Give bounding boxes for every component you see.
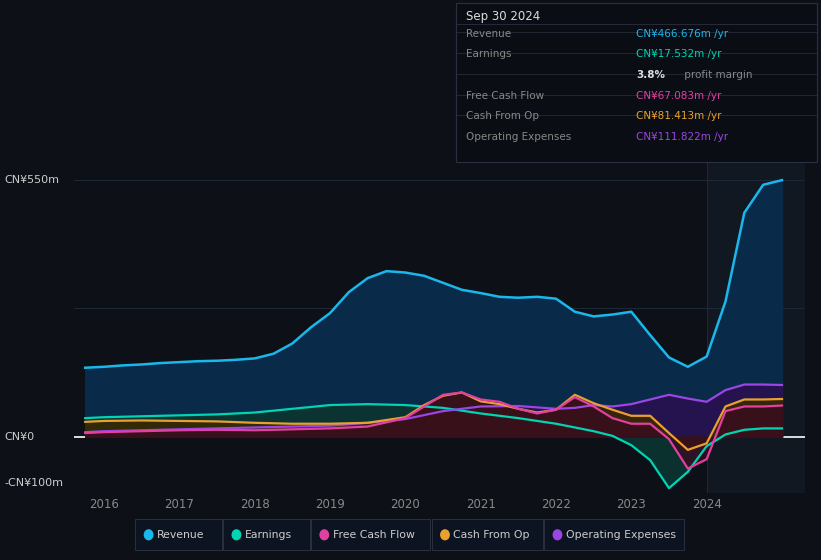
- Text: Free Cash Flow: Free Cash Flow: [333, 530, 415, 540]
- Text: Cash From Op: Cash From Op: [453, 530, 530, 540]
- Text: profit margin: profit margin: [681, 70, 753, 80]
- Text: Operating Expenses: Operating Expenses: [566, 530, 676, 540]
- Text: Cash From Op: Cash From Op: [466, 111, 539, 122]
- Text: CN¥17.532m /yr: CN¥17.532m /yr: [636, 49, 722, 59]
- Text: Revenue: Revenue: [157, 530, 204, 540]
- Text: CN¥0: CN¥0: [4, 432, 34, 442]
- Text: -CN¥100m: -CN¥100m: [4, 478, 63, 488]
- Text: Earnings: Earnings: [466, 49, 511, 59]
- Text: CN¥466.676m /yr: CN¥466.676m /yr: [636, 29, 728, 39]
- Text: Revenue: Revenue: [466, 29, 511, 39]
- Text: Sep 30 2024: Sep 30 2024: [466, 10, 539, 22]
- Text: Earnings: Earnings: [245, 530, 291, 540]
- Text: 3.8%: 3.8%: [636, 70, 665, 80]
- Text: CN¥67.083m /yr: CN¥67.083m /yr: [636, 91, 722, 101]
- Text: Free Cash Flow: Free Cash Flow: [466, 91, 544, 101]
- Text: CN¥111.822m /yr: CN¥111.822m /yr: [636, 132, 728, 142]
- Text: CN¥550m: CN¥550m: [4, 175, 59, 185]
- Text: Operating Expenses: Operating Expenses: [466, 132, 571, 142]
- Text: CN¥81.413m /yr: CN¥81.413m /yr: [636, 111, 722, 122]
- Bar: [707, 157, 805, 493]
